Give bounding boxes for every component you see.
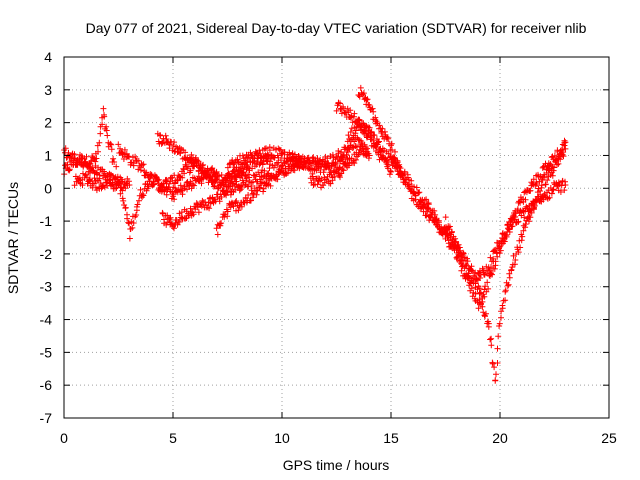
series-arc-h	[213, 155, 307, 238]
x-tick-labels: 0 5 10 15 20 25	[60, 430, 617, 446]
series-arc-e	[115, 141, 220, 203]
y-tick-label: 1	[44, 147, 52, 163]
series-arc-m	[355, 84, 569, 384]
y-tick-label: 3	[44, 82, 52, 98]
y-tick-label: -2	[40, 246, 53, 262]
y-tick-label: 0	[44, 180, 52, 196]
y-tick-label: -6	[40, 377, 53, 393]
x-tick-label: 5	[169, 430, 177, 446]
chart-title: Day 077 of 2021, Sidereal Day-to-day VTE…	[86, 20, 587, 36]
y-tick-label: -4	[40, 312, 53, 328]
y-tick-label: -3	[40, 279, 53, 295]
data-points	[61, 84, 569, 384]
x-tick-label: 15	[383, 430, 399, 446]
y-tick-label: -7	[40, 410, 53, 426]
series-arc-o	[442, 177, 569, 284]
y-tick-label: -1	[40, 213, 53, 229]
x-axis-label: GPS time / hours	[283, 457, 390, 473]
x-tick-label: 20	[492, 430, 508, 446]
x-tick-label: 0	[60, 430, 68, 446]
y-tick-labels: -7 -6 -5 -4 -3 -2 -1 0 1 2 3 4	[40, 49, 53, 426]
series-arc-c	[71, 170, 122, 194]
x-tick-label: 25	[601, 430, 617, 446]
axis-ticks	[63, 56, 610, 419]
y-tick-label: 4	[44, 49, 52, 65]
y-tick-label: 2	[44, 115, 52, 131]
x-tick-label: 10	[274, 430, 290, 446]
series-arc-j	[307, 140, 373, 191]
plot-frame	[63, 56, 610, 419]
y-tick-label: -5	[40, 344, 53, 360]
y-axis-label: SDTVAR / TECUs	[5, 182, 21, 294]
